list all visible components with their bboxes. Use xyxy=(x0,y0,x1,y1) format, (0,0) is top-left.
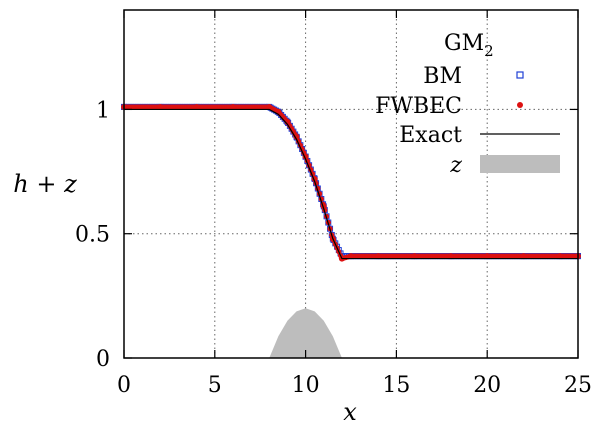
legend-label-z: z xyxy=(449,153,462,178)
x-tick-label: 0 xyxy=(117,373,131,398)
legend-title: GM2 xyxy=(444,31,494,60)
x-tick-label: 5 xyxy=(208,373,222,398)
y-tick-label: 0 xyxy=(96,347,110,372)
data-point-fwbec xyxy=(193,103,200,110)
y-tick-label: 1 xyxy=(96,98,110,123)
x-tick-label: 20 xyxy=(473,373,501,398)
legend-swatch-bm xyxy=(516,71,524,79)
data-point-fwbec xyxy=(411,253,418,260)
series-bm xyxy=(121,103,581,260)
x-tick-label: 15 xyxy=(382,373,410,398)
legend: GM2 BM FWBEC Exact z xyxy=(375,31,560,178)
data-point-fwbec xyxy=(293,133,300,140)
series-layer xyxy=(121,103,581,262)
data-point-fwbec xyxy=(556,253,563,260)
series-fwbec xyxy=(121,103,581,262)
data-point-fwbec xyxy=(229,103,236,110)
data-point-fwbec xyxy=(484,253,491,260)
series-z-area xyxy=(269,308,342,358)
legend-label-fwbec: FWBEC xyxy=(375,94,462,119)
plot-frame xyxy=(123,9,579,359)
series-exact-line xyxy=(124,108,578,260)
data-point-fwbec xyxy=(157,103,164,110)
data-point-fwbec xyxy=(447,253,454,260)
x-tick-label: 10 xyxy=(292,373,320,398)
y-axis-label: h + z xyxy=(13,170,77,198)
data-point-fwbec xyxy=(266,103,273,110)
legend-title-subscript: 2 xyxy=(484,42,494,60)
data-point-fwbec xyxy=(520,253,527,260)
data-point-fwbec xyxy=(375,253,382,260)
legend-swatch-z xyxy=(480,155,560,173)
legend-label-bm: BM xyxy=(423,64,462,89)
y-tick-label: 0.5 xyxy=(75,223,110,248)
x-tick-label: 25 xyxy=(564,373,591,398)
ticks: 0 5 10 15 20 25 0 0.5 1 xyxy=(75,10,591,398)
legend-title-main: GM xyxy=(444,31,484,56)
grid xyxy=(124,10,578,358)
legend-swatch-fwbec xyxy=(517,102,523,108)
legend-label-exact: Exact xyxy=(399,123,462,148)
data-point-fwbec xyxy=(348,253,354,260)
x-axis-label: x xyxy=(343,398,357,426)
bed-area-layer xyxy=(269,308,342,358)
